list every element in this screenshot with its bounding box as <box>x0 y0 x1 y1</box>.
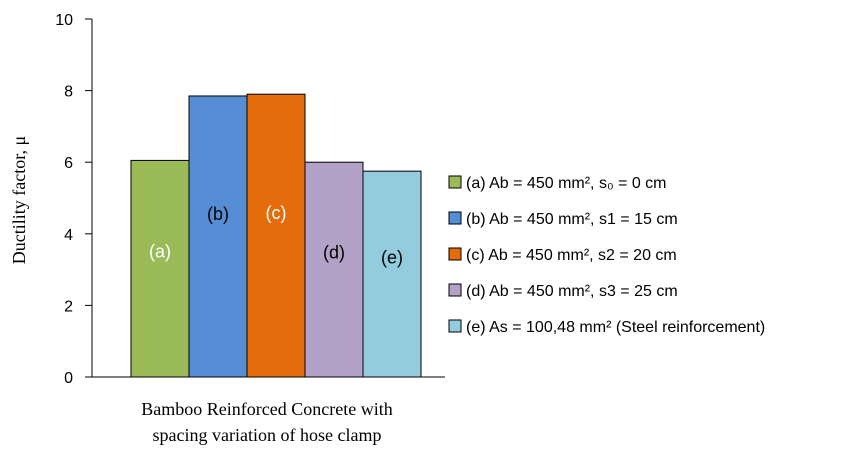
y-tick-label: 2 <box>64 298 73 315</box>
bar-label: (d) <box>323 242 345 262</box>
bar-label: (c) <box>266 203 287 223</box>
bar-e <box>362 170 422 378</box>
x-axis-title-line-1: Bamboo Reinforced Concrete with <box>141 399 392 419</box>
legend-swatch <box>448 211 462 225</box>
bar-label: (a) <box>149 241 171 261</box>
y-tick-label: 0 <box>64 370 73 387</box>
y-axis: 0 2 4 6 8 10 <box>55 12 93 387</box>
x-axis-title-line-2: spacing variation of hose clamp <box>153 425 382 445</box>
legend-label: (a) Ab = 450 mm², s₀ = 0 cm <box>466 175 666 192</box>
legend-label: (d) Ab = 450 mm², s3 = 25 cm <box>466 283 678 300</box>
legend-swatch <box>448 175 462 189</box>
legend-label: (c) Ab = 450 mm², s2 = 20 cm <box>466 247 677 264</box>
y-tick-label: 10 <box>55 12 73 29</box>
bars: (a) (b) (c) (d) (e) <box>130 93 422 378</box>
legend-swatch <box>448 247 462 261</box>
bar-d <box>304 161 364 378</box>
legend-swatch <box>448 319 462 333</box>
bar-label: (b) <box>207 204 229 224</box>
legend-label: (e) As = 100,48 mm² (Steel reinforcement… <box>466 319 765 336</box>
y-tick-label: 8 <box>64 84 73 101</box>
legend-swatch <box>448 283 462 297</box>
bar-a <box>130 159 190 378</box>
y-tick-label: 4 <box>64 227 73 244</box>
legend-label: (b) Ab = 450 mm², s1 = 15 cm <box>466 211 678 228</box>
y-axis-title: Ductility factor, μ <box>9 136 29 264</box>
bar-c <box>246 93 306 378</box>
bar-b <box>188 95 248 378</box>
bar-label: (e) <box>381 248 403 268</box>
legend: (a) Ab = 450 mm², s₀ = 0 cm (b) Ab = 450 … <box>448 175 765 336</box>
y-tick-label: 6 <box>64 155 73 172</box>
